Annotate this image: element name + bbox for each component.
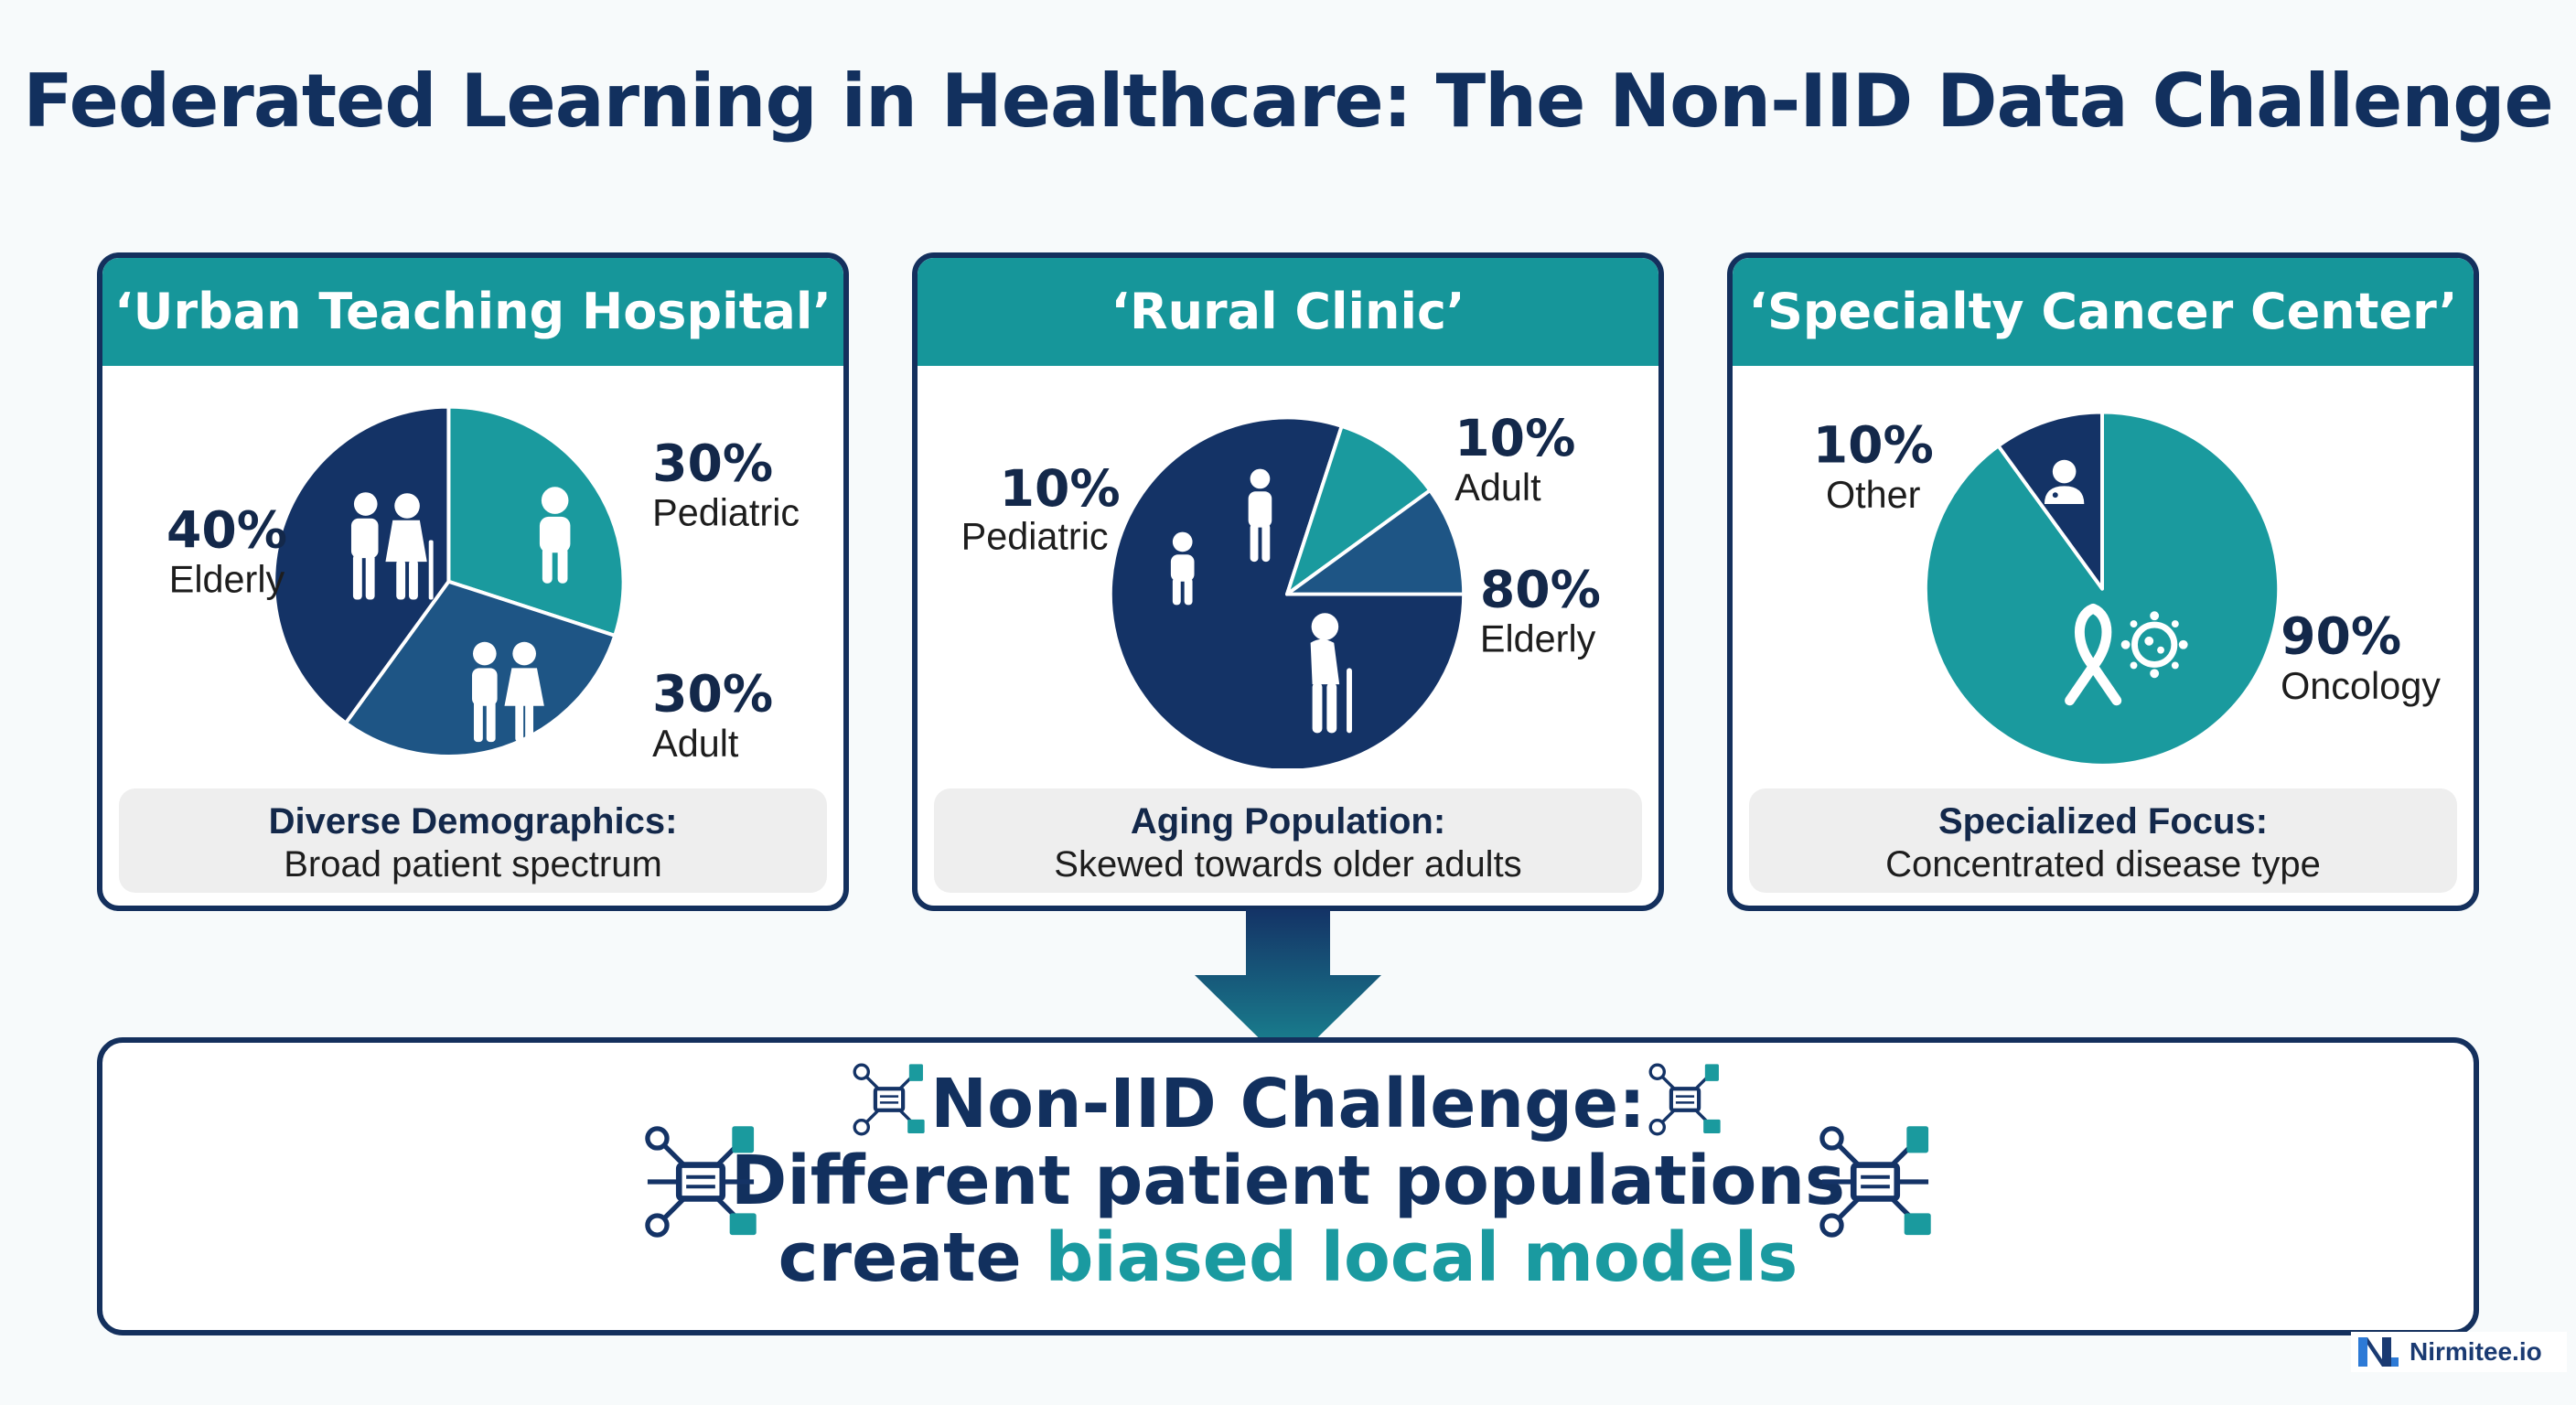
non-iid-challenge-box: Non-IID Challenge: Different patient pop…: [97, 1037, 2479, 1335]
caption-box: Aging Population: Skewed towards older a…: [934, 788, 1642, 893]
other-percent-label: 10%: [1813, 417, 1934, 476]
pie-slices: [272, 404, 626, 758]
urban-hospital-pie-chart: 30% Pediatric 30% Adult 40% Elderly: [166, 404, 800, 765]
adult-category-label: Adult: [652, 723, 739, 765]
network-server-icon: [1819, 1126, 1931, 1238]
caption-subtitle: Broad patient spectrum: [284, 844, 662, 885]
cancer-cell-icon: [2120, 611, 2188, 679]
doctor-icon: [2044, 459, 2085, 505]
caption-box: Diverse Demographics: Broad patient spec…: [119, 788, 827, 893]
oncology-percent-label: 90%: [2281, 608, 2401, 667]
down-arrow-icon: [1195, 909, 1381, 1067]
pediatric-category-label: Pediatric: [961, 515, 1109, 557]
network-server-icon: [853, 1063, 925, 1136]
adult-category-label: Adult: [1454, 467, 1541, 509]
caption-title: Diverse Demographics:: [268, 801, 678, 842]
adult-icon: [1248, 468, 1272, 563]
caption-subtitle: Concentrated disease type: [1885, 844, 2321, 885]
pie-slice-pediatric: [1285, 424, 1433, 596]
challenge-line-3-accent: biased local models: [1045, 1218, 1798, 1297]
child-icon: [1170, 531, 1195, 606]
cancer-center-pie-chart: 90% Oncology 10% Other: [1813, 410, 2441, 767]
challenge-line-3: create biased local models: [102, 1218, 2474, 1297]
caption-box: Specialized Focus: Concentrated disease …: [1749, 788, 2457, 893]
brand-name: Nirmitee.io: [2410, 1337, 2542, 1366]
rural-clinic-card: ‘Rural Clinic’ 80% Elderly 10% Pediatric…: [912, 252, 1664, 911]
adults-couple-icon: [472, 641, 544, 743]
elderly-couple-icon: [350, 492, 434, 600]
brand-watermark: Nirmitee.io: [2351, 1332, 2567, 1372]
page-title: Federated Learning in Healthcare: The No…: [23, 59, 2554, 144]
pediatric-percent-label: 30%: [652, 434, 773, 493]
adult-percent-label: 10%: [1454, 410, 1575, 468]
pie-slices: [1923, 410, 2281, 767]
card-title: ‘Urban Teaching Hospital’: [102, 258, 843, 366]
cancer-center-card: ‘Specialty Cancer Center’ 90% Oncology: [1727, 252, 2479, 911]
urban-hospital-card: ‘Urban Teaching Hospital’: [97, 252, 849, 911]
challenge-heading: Non-IID Challenge:: [930, 1065, 1646, 1143]
adult-percent-label: 30%: [652, 666, 773, 724]
network-server-icon: [645, 1126, 757, 1238]
pediatric-category-label: Pediatric: [652, 492, 800, 534]
elderly-percent-label: 80%: [1480, 561, 1601, 619]
pie-slice-pediatric: [446, 404, 626, 638]
challenge-line-3-plain: create: [778, 1218, 1046, 1297]
pediatric-percent-label: 10%: [1000, 460, 1121, 519]
nirmitee-logo-icon: [2358, 1337, 2399, 1367]
rural-clinic-pie-chart: 80% Elderly 10% Pediatric 10% Adult: [961, 410, 1601, 768]
challenge-line-2: Different patient populations: [730, 1142, 1846, 1220]
elderly-category-label: Elderly: [1480, 618, 1596, 660]
other-category-label: Other: [1826, 474, 1921, 516]
network-server-icon: [1648, 1063, 1721, 1136]
cancer-ribbon-icon: [2065, 603, 2122, 706]
pie-slices: [1108, 415, 1466, 768]
card-title: ‘Specialty Cancer Center’: [1733, 258, 2474, 366]
caption-title: Specialized Focus:: [1937, 801, 2269, 842]
child-icon: [539, 487, 571, 584]
elderly-percent-label: 40%: [166, 501, 287, 560]
pie-slice-adult: [1285, 488, 1466, 596]
elderly-person-icon: [1310, 613, 1352, 734]
oncology-category-label: Oncology: [2281, 665, 2441, 707]
caption-title: Aging Population:: [1130, 801, 1446, 842]
caption-subtitle: Skewed towards older adults: [1054, 844, 1522, 885]
card-title: ‘Rural Clinic’: [918, 258, 1658, 366]
elderly-category-label: Elderly: [169, 559, 285, 601]
